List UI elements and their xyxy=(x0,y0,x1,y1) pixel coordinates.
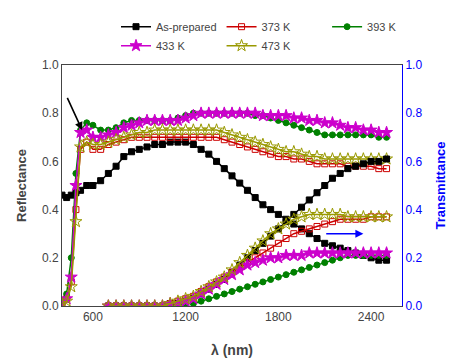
svg-text:1200: 1200 xyxy=(172,310,199,324)
svg-text:0.4: 0.4 xyxy=(405,203,422,217)
svg-text:0.8: 0.8 xyxy=(42,106,59,120)
svg-text:λ (nm): λ (nm) xyxy=(211,342,253,358)
svg-text:473 K: 473 K xyxy=(262,40,291,52)
svg-text:0.6: 0.6 xyxy=(405,155,422,169)
svg-text:0.4: 0.4 xyxy=(42,203,59,217)
svg-text:Transmittance: Transmittance xyxy=(433,141,448,229)
svg-text:1.0: 1.0 xyxy=(405,58,422,72)
svg-text:373 K: 373 K xyxy=(262,21,291,33)
svg-text:2400: 2400 xyxy=(358,310,385,324)
svg-text:0.0: 0.0 xyxy=(42,299,59,313)
svg-text:433 K: 433 K xyxy=(156,40,185,52)
svg-text:Reflectance: Reflectance xyxy=(14,149,29,222)
svg-text:1.0: 1.0 xyxy=(42,58,59,72)
svg-text:0.2: 0.2 xyxy=(42,251,59,265)
svg-text:0.2: 0.2 xyxy=(405,251,422,265)
svg-text:0.6: 0.6 xyxy=(42,155,59,169)
svg-text:0.8: 0.8 xyxy=(405,106,422,120)
svg-text:600: 600 xyxy=(83,310,103,324)
svg-text:0.0: 0.0 xyxy=(405,299,422,313)
svg-text:393 K: 393 K xyxy=(367,21,396,33)
svg-text:As-prepared: As-prepared xyxy=(156,21,217,33)
svg-text:1800: 1800 xyxy=(265,310,292,324)
